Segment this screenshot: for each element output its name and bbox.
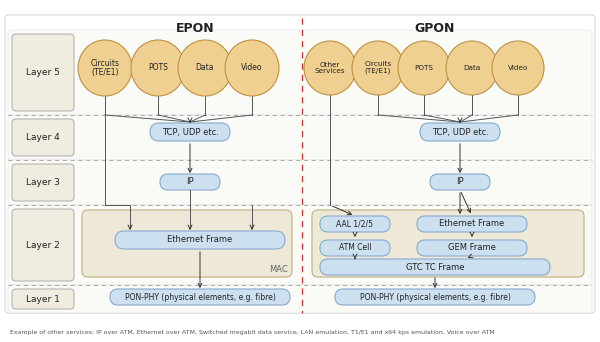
FancyBboxPatch shape — [12, 34, 74, 111]
FancyBboxPatch shape — [335, 289, 535, 305]
FancyBboxPatch shape — [320, 216, 390, 232]
Text: EPON: EPON — [176, 22, 214, 35]
Ellipse shape — [78, 40, 132, 96]
Text: GPON: GPON — [415, 22, 455, 35]
Text: Layer 1: Layer 1 — [26, 294, 60, 303]
FancyBboxPatch shape — [12, 289, 74, 309]
Text: POTS: POTS — [148, 64, 168, 73]
Text: Layer 4: Layer 4 — [26, 133, 60, 142]
Text: Layer 5: Layer 5 — [26, 68, 60, 77]
Text: Circuits
(TE/E1): Circuits (TE/E1) — [364, 62, 392, 75]
Ellipse shape — [304, 41, 356, 95]
FancyBboxPatch shape — [420, 123, 500, 141]
Text: PON-PHY (physical elements, e.g. fibre): PON-PHY (physical elements, e.g. fibre) — [359, 292, 511, 302]
Text: AAL 1/2/5: AAL 1/2/5 — [337, 220, 373, 228]
FancyBboxPatch shape — [150, 123, 230, 141]
Text: Example of other services: IP over ATM, Ethernet over ATM, Switched megabit data: Example of other services: IP over ATM, … — [10, 330, 495, 335]
Text: Video: Video — [241, 64, 263, 73]
Text: POTS: POTS — [415, 65, 433, 71]
FancyBboxPatch shape — [8, 160, 592, 205]
Text: Ethernet Frame: Ethernet Frame — [167, 236, 233, 245]
FancyBboxPatch shape — [12, 164, 74, 201]
FancyBboxPatch shape — [8, 115, 592, 160]
Text: GTC TC Frame: GTC TC Frame — [406, 263, 464, 272]
Ellipse shape — [225, 40, 279, 96]
Ellipse shape — [131, 40, 185, 96]
Text: Video: Video — [508, 65, 528, 71]
FancyBboxPatch shape — [320, 240, 390, 256]
Text: MAC: MAC — [269, 265, 288, 274]
FancyBboxPatch shape — [5, 15, 595, 313]
FancyBboxPatch shape — [430, 174, 490, 190]
Ellipse shape — [352, 41, 404, 95]
FancyBboxPatch shape — [312, 210, 584, 277]
Text: Layer 3: Layer 3 — [26, 178, 60, 187]
FancyBboxPatch shape — [12, 119, 74, 156]
Ellipse shape — [398, 41, 450, 95]
FancyBboxPatch shape — [82, 210, 292, 277]
Text: ATM Cell: ATM Cell — [338, 244, 371, 252]
FancyBboxPatch shape — [160, 174, 220, 190]
Text: Other
Services: Other Services — [314, 62, 346, 74]
Text: Data: Data — [196, 64, 214, 73]
Text: TCP, UDP etc.: TCP, UDP etc. — [431, 128, 488, 136]
Ellipse shape — [446, 41, 498, 95]
Text: Layer 2: Layer 2 — [26, 240, 60, 250]
Text: Data: Data — [463, 65, 481, 71]
FancyBboxPatch shape — [8, 205, 592, 285]
FancyBboxPatch shape — [417, 216, 527, 232]
FancyBboxPatch shape — [8, 30, 592, 115]
FancyBboxPatch shape — [320, 259, 550, 275]
FancyBboxPatch shape — [12, 209, 74, 281]
Text: Circuits
(TE/E1): Circuits (TE/E1) — [91, 58, 119, 77]
Text: GEM Frame: GEM Frame — [448, 244, 496, 252]
FancyBboxPatch shape — [115, 231, 285, 249]
Text: PON-PHY (physical elements, e.g. fibre): PON-PHY (physical elements, e.g. fibre) — [125, 292, 275, 302]
Text: Ethernet Frame: Ethernet Frame — [439, 220, 505, 228]
FancyBboxPatch shape — [417, 240, 527, 256]
Text: IP: IP — [456, 177, 464, 186]
FancyBboxPatch shape — [8, 285, 592, 313]
FancyBboxPatch shape — [110, 289, 290, 305]
Ellipse shape — [492, 41, 544, 95]
Text: IP: IP — [186, 177, 194, 186]
Ellipse shape — [178, 40, 232, 96]
Text: TCP, UDP etc.: TCP, UDP etc. — [161, 128, 218, 136]
